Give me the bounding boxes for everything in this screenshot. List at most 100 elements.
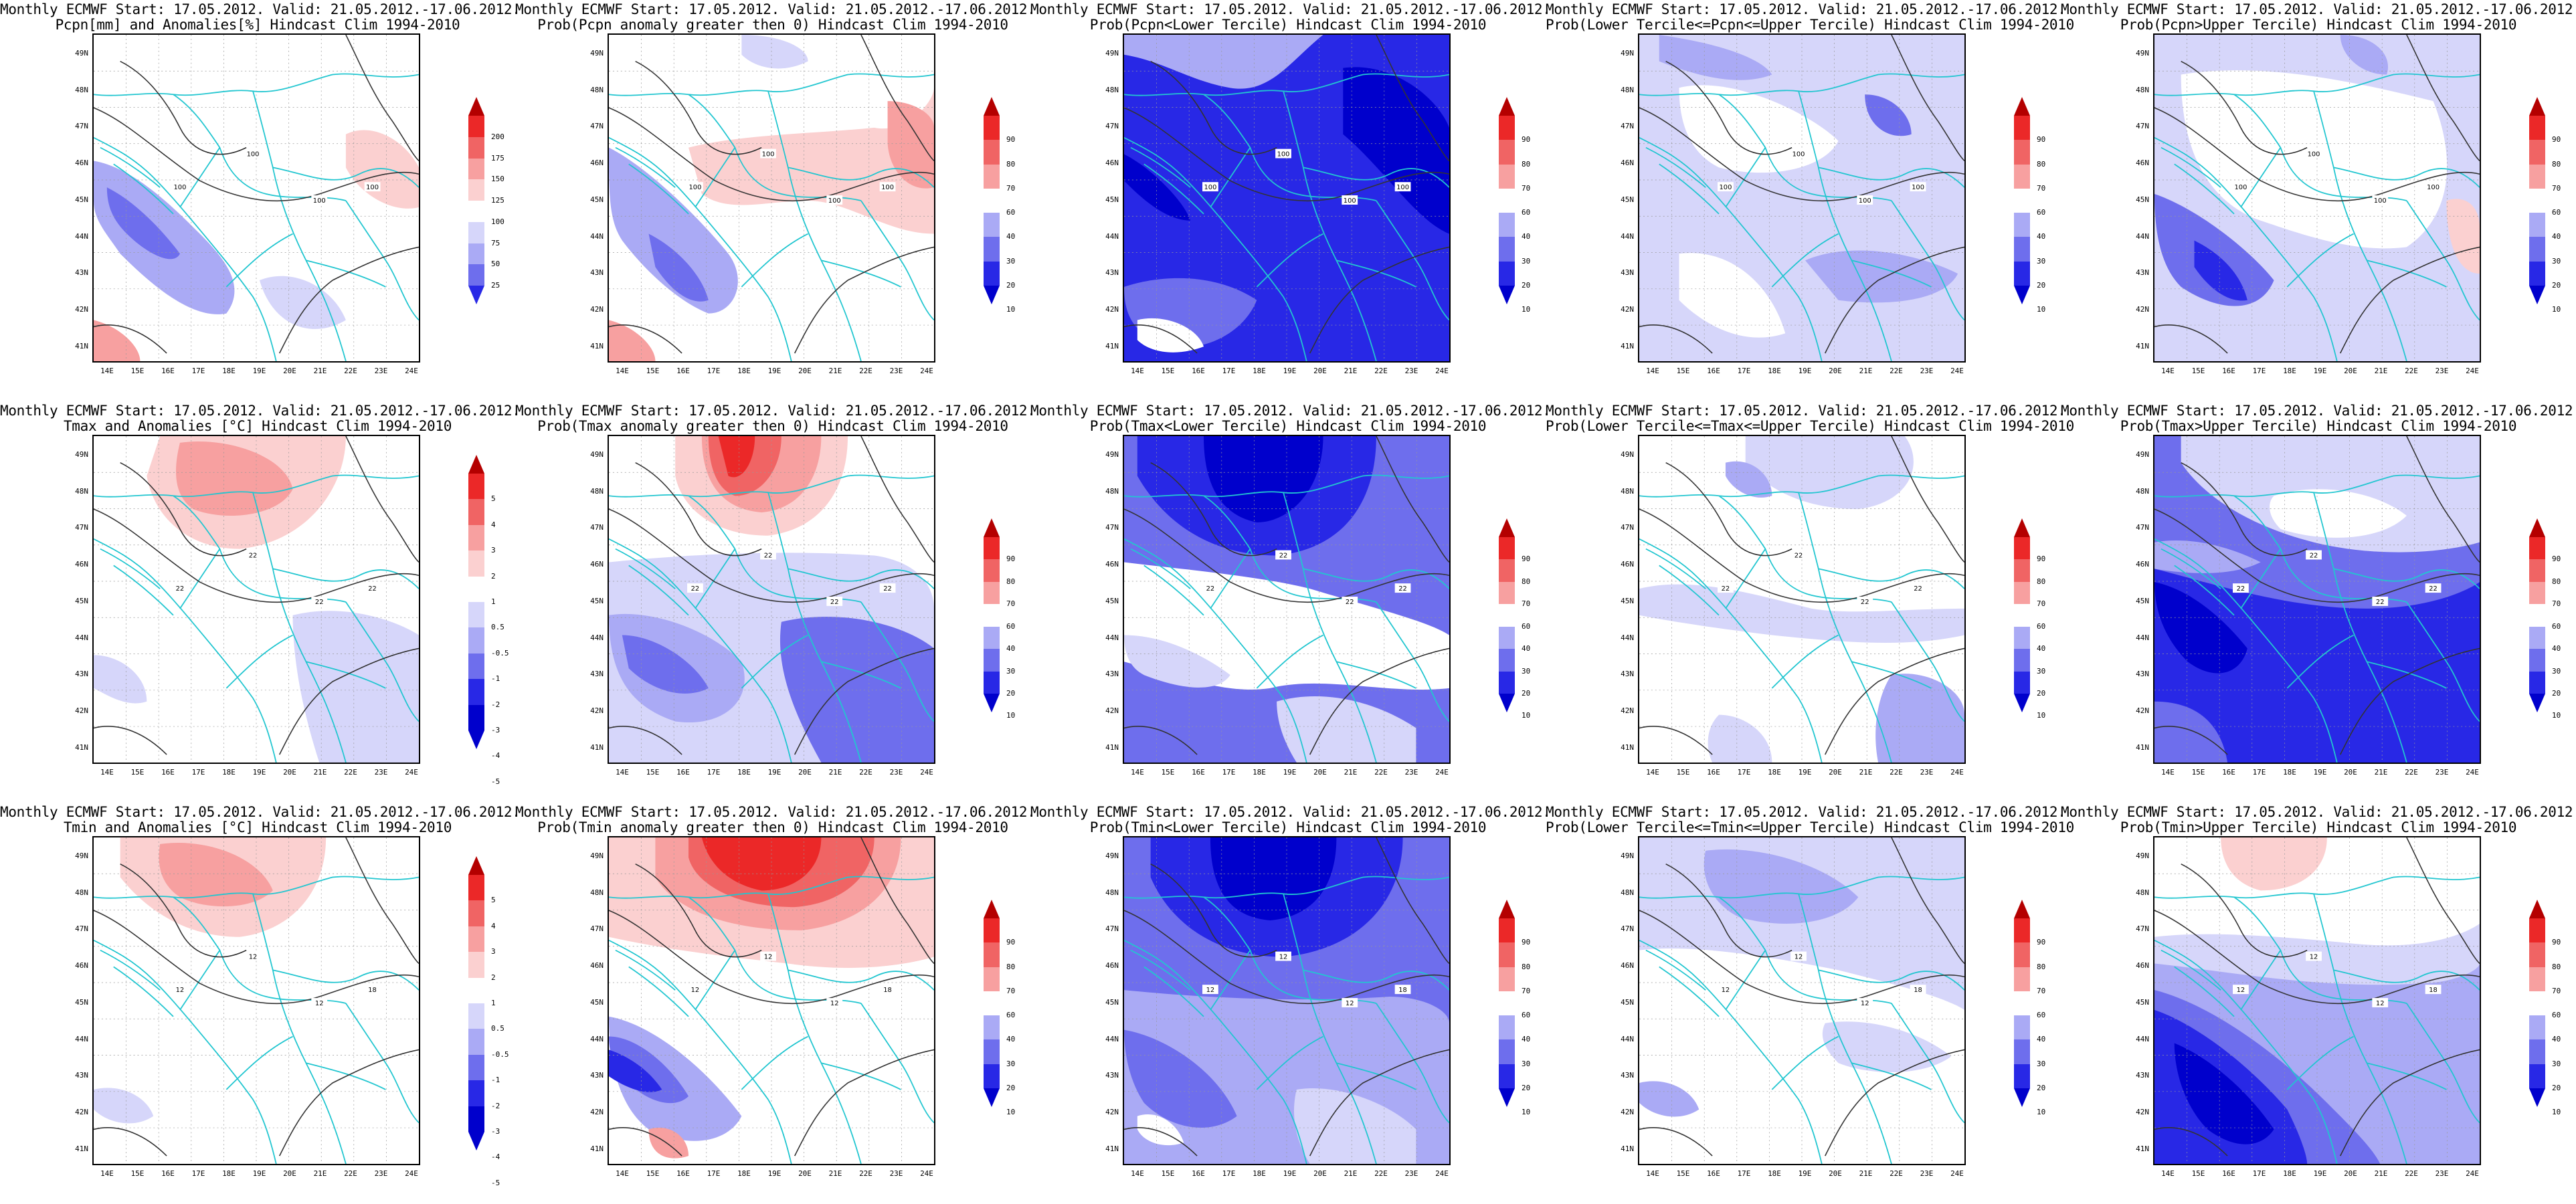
boundary-line: [1771, 233, 1932, 288]
boundary-line: [1639, 136, 1823, 361]
colorbar-tick: 20: [1006, 1084, 1016, 1092]
boundary-line: [741, 233, 901, 288]
contour-label-bg: [1857, 597, 1873, 606]
longitude-label: 18E: [737, 1169, 751, 1178]
latitude-label: 41N: [2136, 742, 2149, 752]
forecast-panel: Monthly ECMWF Start: 17.05.2012. Valid: …: [515, 0, 1036, 401]
probability-region: [2194, 240, 2247, 301]
contour-line: [120, 60, 247, 155]
longitude-label: 14E: [1646, 367, 1659, 375]
latitude-label: 48N: [1105, 486, 1119, 496]
longitude-label: 21E: [828, 1169, 842, 1178]
longitude-label: 16E: [2222, 1169, 2235, 1178]
longitude-label: 20E: [1313, 768, 1327, 777]
colorbar-tick: -2: [491, 1101, 500, 1110]
colorbar-max-arrow: [2529, 518, 2545, 537]
contour-label-bg: [1718, 583, 1734, 593]
latitude-label: 42N: [590, 706, 604, 715]
forecast-panel: Monthly ECMWF Start: 17.05.2012. Valid: …: [0, 0, 521, 401]
boundary-line: [2286, 233, 2447, 288]
longitude-label: 15E: [1161, 367, 1175, 375]
contour-line: [345, 35, 419, 162]
map-plot: 22 22 22 22: [92, 435, 420, 764]
colorbar-min-arrow: [468, 1132, 484, 1150]
probability-region: [701, 837, 822, 891]
longitude-label: 24E: [920, 1169, 933, 1178]
colorbar-segment: [984, 967, 1000, 991]
contour-label: 12: [1279, 954, 1288, 961]
longitude-label: 18E: [1768, 367, 1781, 375]
probability-region: [609, 147, 738, 314]
latitude-label: 43N: [1621, 268, 1634, 278]
colorbar-segment: [1499, 991, 1515, 1016]
longitude-label: 19E: [252, 1169, 266, 1178]
colorbar-tick: 30: [2037, 256, 2046, 266]
boundary-line: [1891, 1003, 1964, 1124]
contour-label: 100: [2374, 197, 2387, 205]
panel-header: Monthly ECMWF Start: 17.05.2012. Valid: …: [1030, 804, 1551, 820]
latitude-label: 44N: [75, 231, 88, 241]
latitude-label: 41N: [1105, 1144, 1119, 1153]
contour-label-bg: [1342, 998, 1358, 1007]
colorbar-segment: [2529, 967, 2545, 991]
colorbar-tick: 90: [2037, 135, 2046, 144]
boundary-line: [2154, 939, 2338, 1164]
latitude-label: 42N: [2136, 1107, 2149, 1116]
colorbar-segment: [468, 926, 484, 952]
colorbar-tick: -1: [491, 1076, 500, 1085]
contour-label-bg: [1275, 148, 1291, 159]
latitude-label: 49N: [1105, 49, 1119, 58]
contour-label-bg: [2372, 195, 2389, 205]
contour-line: [609, 1127, 682, 1157]
latitude-label: 43N: [590, 268, 604, 278]
colorbar-min-arrow: [984, 694, 1000, 712]
contour-label-bg: [760, 951, 776, 961]
contour-label-bg: [1790, 951, 1807, 961]
latitude-label: 43N: [1621, 1071, 1634, 1080]
probability-region: [1639, 948, 1964, 1164]
map-svg: 12 12 12 18: [94, 837, 419, 1164]
forecast-panel: Monthly ECMWF Start: 17.05.2012. Valid: …: [1030, 0, 1551, 401]
probability-region: [159, 843, 273, 907]
colorbar-max-arrow: [984, 900, 1000, 918]
probability-region: [2154, 194, 2274, 306]
contour-label: 100: [173, 184, 186, 191]
colorbar-tick: 20: [2552, 689, 2561, 698]
boundary-line: [1798, 894, 1892, 1164]
longitude-label: 17E: [707, 367, 721, 375]
longitude-label: 21E: [1859, 367, 1873, 375]
probability-region: [1865, 94, 1912, 136]
boundary-line: [860, 601, 934, 722]
map-svg: 22 22 22 22: [1124, 436, 1449, 763]
colorbar-tick: 80: [2552, 962, 2561, 971]
colorbar-tick: 10: [2037, 1108, 2046, 1117]
boundary-line: [1645, 146, 1720, 215]
longitude-label: 21E: [1344, 367, 1358, 375]
colorbar-max-arrow: [468, 97, 484, 116]
longitude-label: 14E: [100, 768, 114, 777]
contour-label-bg: [172, 985, 188, 995]
colorbar-segment: [984, 140, 1000, 165]
colorbar-tick: 70: [1522, 183, 1531, 193]
colorbar-tick: 30: [1522, 1059, 1531, 1068]
colorbar-segment: [2014, 942, 2030, 967]
colorbar-tick: 20: [2037, 1084, 2046, 1092]
latitude-label: 45N: [75, 596, 88, 605]
colorbar-segment: [2014, 991, 2030, 1016]
latitude-label: 42N: [1105, 706, 1119, 715]
longitude-label: 14E: [2161, 1169, 2175, 1178]
boundary-line: [767, 894, 862, 1164]
colorbar-tick: 40: [2552, 232, 2561, 241]
colorbar-min-arrow: [2014, 1088, 2030, 1107]
latitude-label: 47N: [1621, 924, 1634, 934]
colorbar-segment: [984, 671, 1000, 694]
boundary-line: [1283, 91, 1377, 361]
map-svg: 12 12 12 18: [609, 837, 934, 1164]
panel-header: Monthly ECMWF Start: 17.05.2012. Valid: …: [515, 1, 1036, 17]
longitude-label: 23E: [1404, 1169, 1418, 1178]
colorbar-tick: 90: [1006, 135, 1016, 144]
contour-label: 12: [2376, 1000, 2385, 1007]
panel-subtitle: Tmin and Anomalies [°C] Hindcast Clim 19…: [63, 819, 452, 835]
contour-line: [609, 726, 682, 755]
panel-subtitle: Prob(Tmax>Upper Tercile) Hindcast Clim 1…: [2120, 418, 2517, 434]
